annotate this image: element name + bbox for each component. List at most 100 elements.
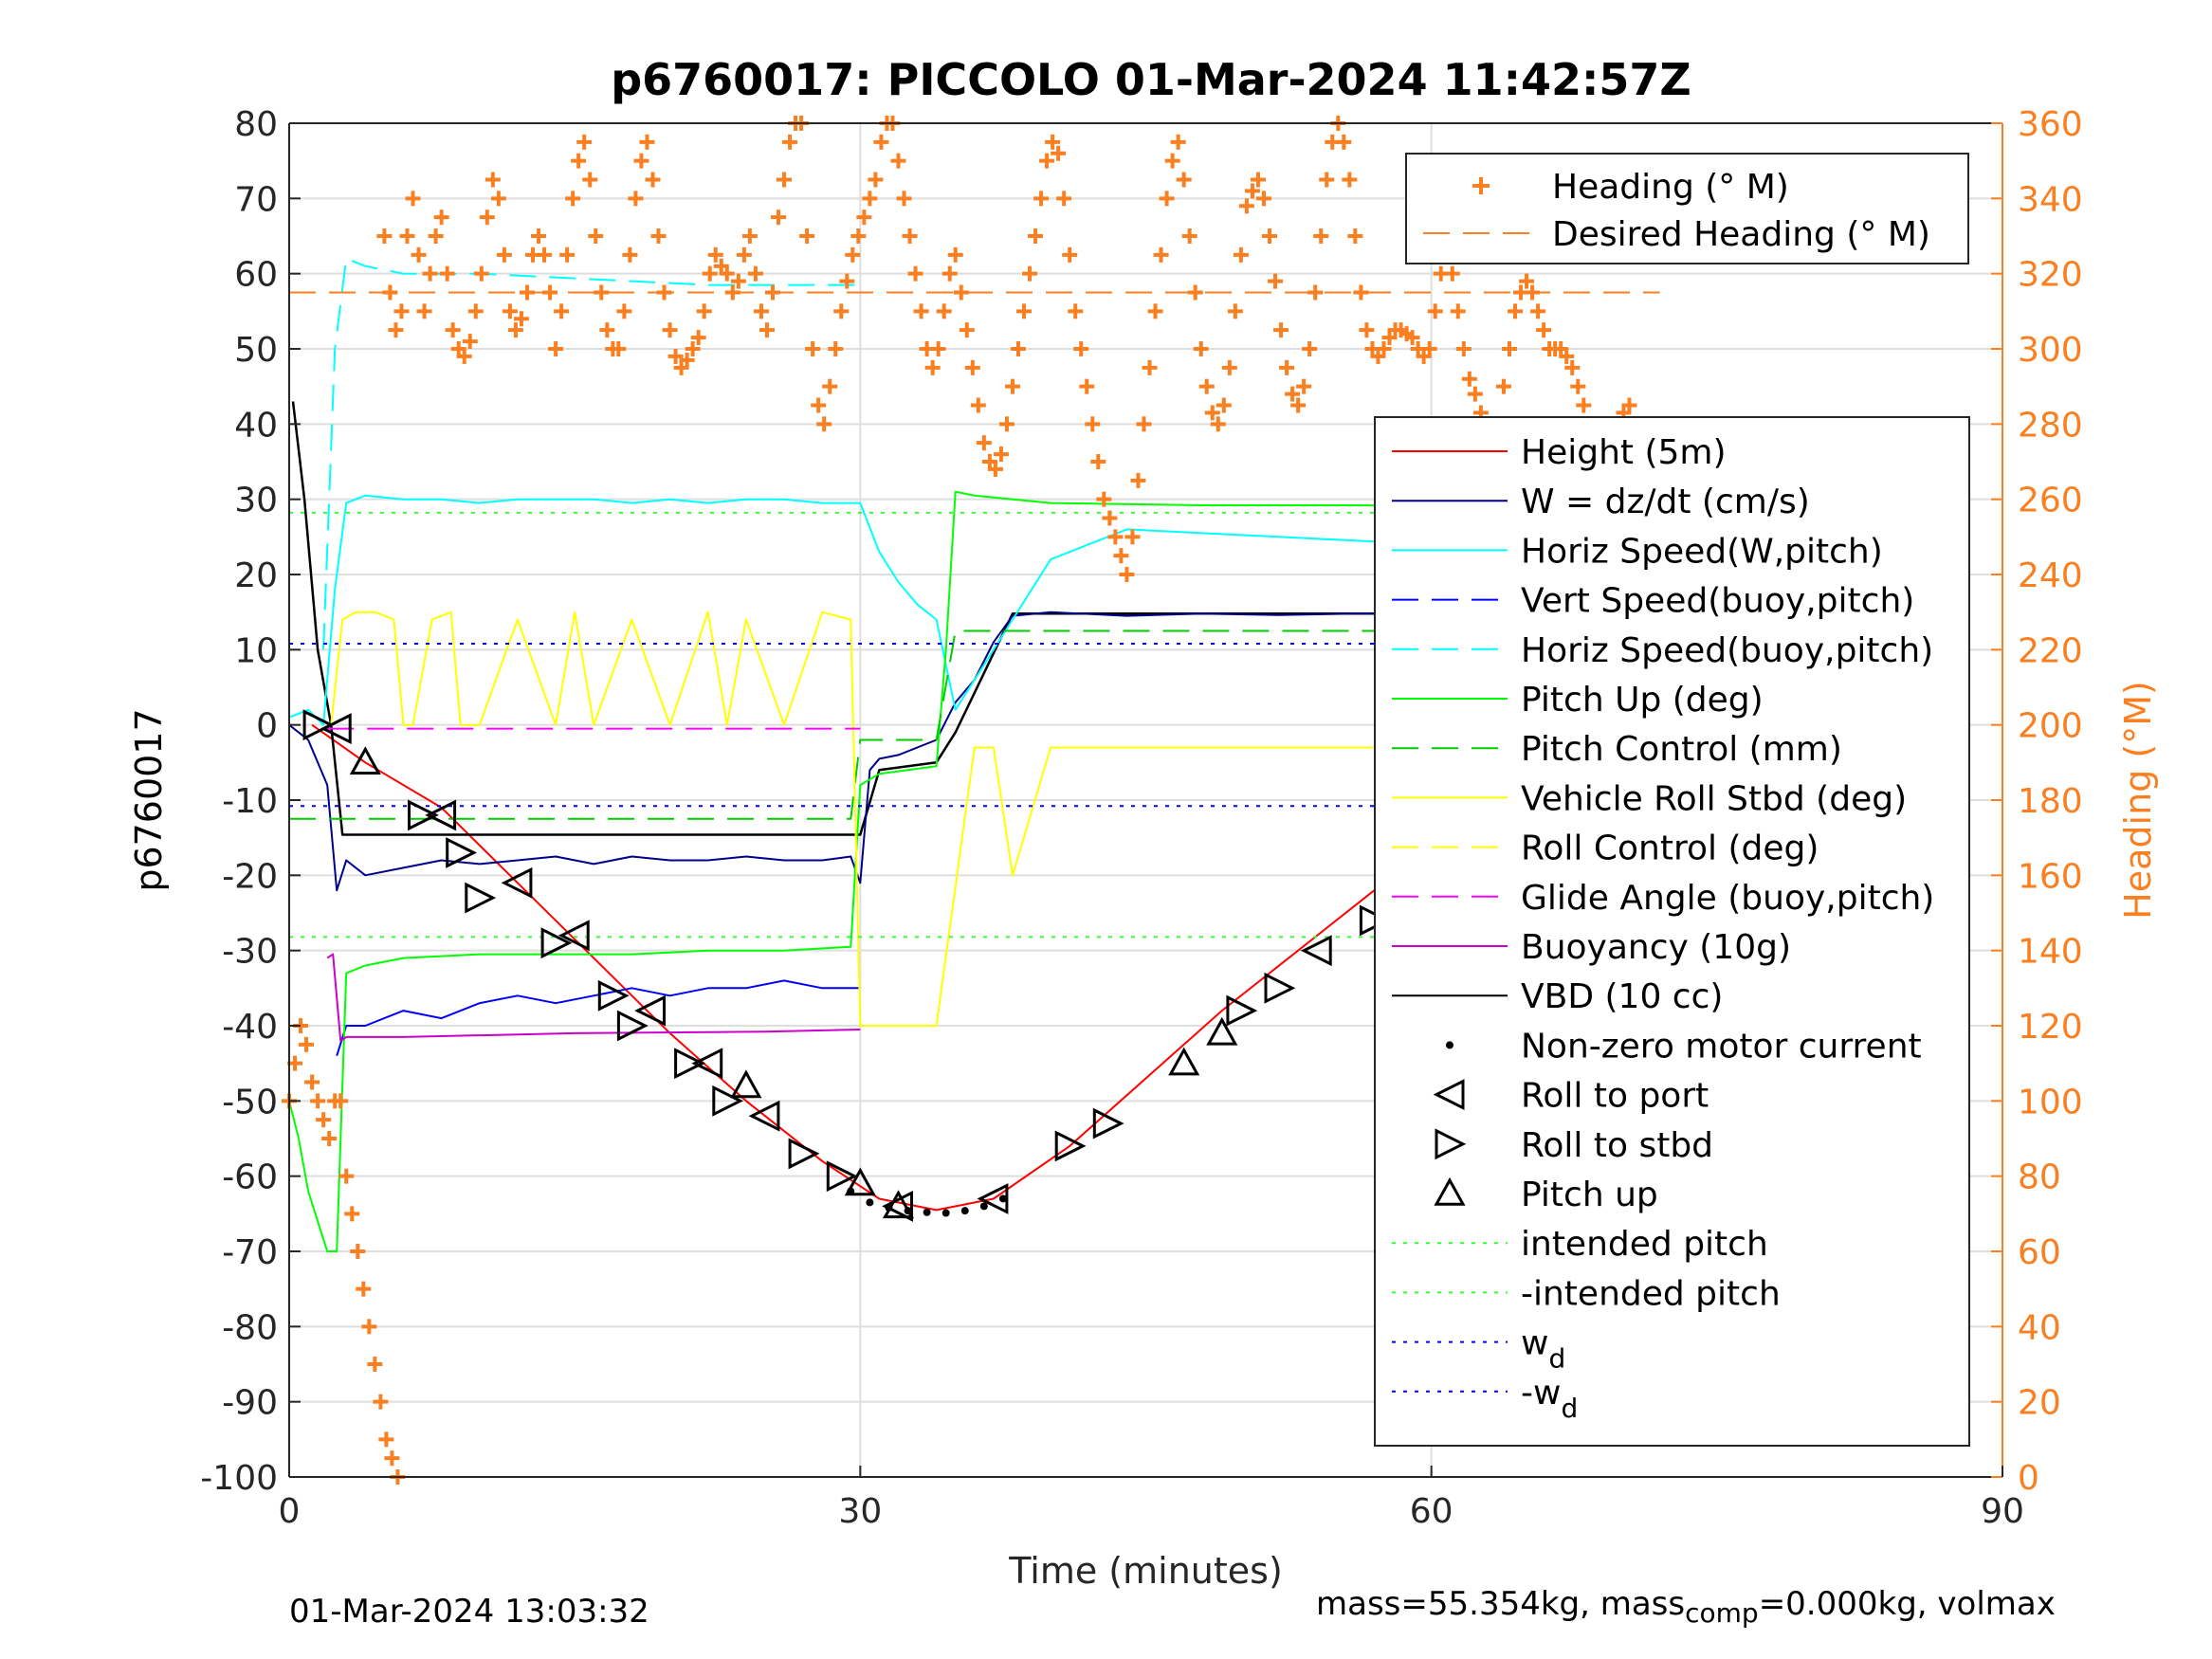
heading-marker <box>299 1036 315 1052</box>
heading-marker <box>1342 172 1358 188</box>
heading-marker <box>1238 198 1254 214</box>
legend-label: Buoyancy (10g) <box>1521 928 1791 967</box>
heading-marker <box>1170 134 1186 150</box>
heading-marker <box>1404 330 1420 346</box>
footer-mass-subscript: comp <box>1685 1596 1759 1629</box>
heading-marker <box>554 303 570 319</box>
y-tick-label: -20 <box>222 857 278 896</box>
heading-marker <box>507 322 523 338</box>
footer-mass-text-2: =0.000kg, volmax <box>1758 1585 2056 1623</box>
legend-label: Heading (° M) <box>1552 168 1789 207</box>
legend-swatch <box>1434 1176 1466 1206</box>
series-pitch_control <box>289 629 1508 820</box>
heading-marker <box>1164 153 1180 169</box>
heading-marker <box>321 1131 338 1146</box>
heading-marker <box>782 134 798 150</box>
legends: Heading (° M) Desired Heading (° M) Height… <box>1374 153 1970 1447</box>
heading-marker <box>936 303 952 319</box>
roll-to-stbd-marker <box>1226 994 1258 1027</box>
pitch-up-marker <box>1206 1016 1238 1046</box>
heading-marker <box>753 303 769 319</box>
heading-marker <box>633 153 649 169</box>
heading-marker <box>1193 341 1209 356</box>
heading-marker <box>845 246 861 263</box>
heading-marker <box>367 1357 383 1372</box>
heading-marker <box>1004 378 1020 394</box>
heading-marker <box>964 359 980 375</box>
heading-marker <box>1444 265 1460 282</box>
legend-label: Roll to stbd <box>1521 1126 1713 1165</box>
heading-marker <box>1359 322 1375 338</box>
roll-to-stbd-marker <box>446 837 478 868</box>
heading-marker <box>565 191 581 207</box>
heading-marker <box>1347 228 1363 244</box>
heading-marker <box>611 341 627 356</box>
x-axis-label: Time (minutes) <box>1008 1550 1283 1592</box>
heading-marker <box>399 228 415 244</box>
heading-marker <box>599 322 615 338</box>
heading-marker <box>690 330 706 346</box>
heading-marker <box>770 210 786 226</box>
heading-marker <box>393 303 410 319</box>
heading-marker <box>1336 134 1352 150</box>
y-tick-label: -60 <box>222 1158 278 1197</box>
legend-box <box>1374 416 1970 1447</box>
heading-marker <box>582 172 598 188</box>
heading-marker <box>1455 341 1472 356</box>
motor-current-dot <box>941 1209 950 1217</box>
heading-marker <box>384 1450 400 1467</box>
heading-marker <box>445 322 461 338</box>
legend-label: Glide Angle (buoy,pitch) <box>1521 879 1934 918</box>
heading-marker <box>531 228 547 244</box>
heading-marker <box>1273 322 1289 338</box>
heading-marker <box>350 1244 366 1259</box>
heading-marker <box>1525 284 1541 301</box>
motor-current-dot <box>866 1198 874 1207</box>
heading-marker <box>1233 246 1249 263</box>
heading-marker <box>1495 378 1511 394</box>
heading-marker <box>462 334 478 350</box>
motor-current-dot <box>960 1207 969 1215</box>
heading-marker <box>1056 191 1072 207</box>
heading-marker <box>1536 322 1552 338</box>
heading-marker <box>719 265 735 282</box>
legend-label: Non-zero motor current <box>1521 1027 1922 1066</box>
legend-label: Pitch up <box>1521 1176 1658 1214</box>
heading-marker <box>805 341 821 356</box>
heading-marker <box>467 303 484 319</box>
heading-marker <box>304 1074 320 1090</box>
heading-marker <box>376 228 393 244</box>
heading-marker <box>724 284 740 301</box>
heading-marker <box>1353 284 1369 301</box>
heading-marker <box>1461 371 1477 387</box>
series-pitch <box>288 490 1660 1252</box>
heading-marker <box>1564 359 1581 375</box>
heading-marker <box>764 284 780 301</box>
roll-to-port-marker <box>748 1100 780 1132</box>
heading-marker <box>1501 341 1517 356</box>
legend-label: Pitch Control (mm) <box>1521 730 1842 769</box>
heading-marker <box>947 246 963 263</box>
heading-marker <box>1302 341 1318 356</box>
heading-marker <box>930 341 946 356</box>
heading-marker <box>873 134 889 150</box>
heading-marker <box>1153 246 1169 263</box>
heading-marker <box>1051 145 1067 161</box>
roll-to-stbd-marker <box>408 799 439 831</box>
heading-marker <box>490 191 506 207</box>
y-tick-label: 60 <box>234 256 278 295</box>
heading-marker <box>1176 172 1192 188</box>
heading-marker <box>1159 191 1175 207</box>
heading-marker <box>405 191 421 207</box>
heading-marker <box>759 322 775 338</box>
pitch-up-marker <box>730 1069 762 1099</box>
heading-marker <box>1068 303 1084 319</box>
heading-marker <box>1113 548 1129 564</box>
heading-marker <box>1016 303 1033 319</box>
footer-mass-text: mass=55.354kg, mass <box>1316 1585 1686 1623</box>
heading-marker <box>1427 303 1443 319</box>
y-tick-label: -10 <box>222 782 278 821</box>
heading-marker <box>696 303 712 319</box>
heading-marker <box>662 322 678 338</box>
series-w_dzdt <box>288 611 1661 892</box>
